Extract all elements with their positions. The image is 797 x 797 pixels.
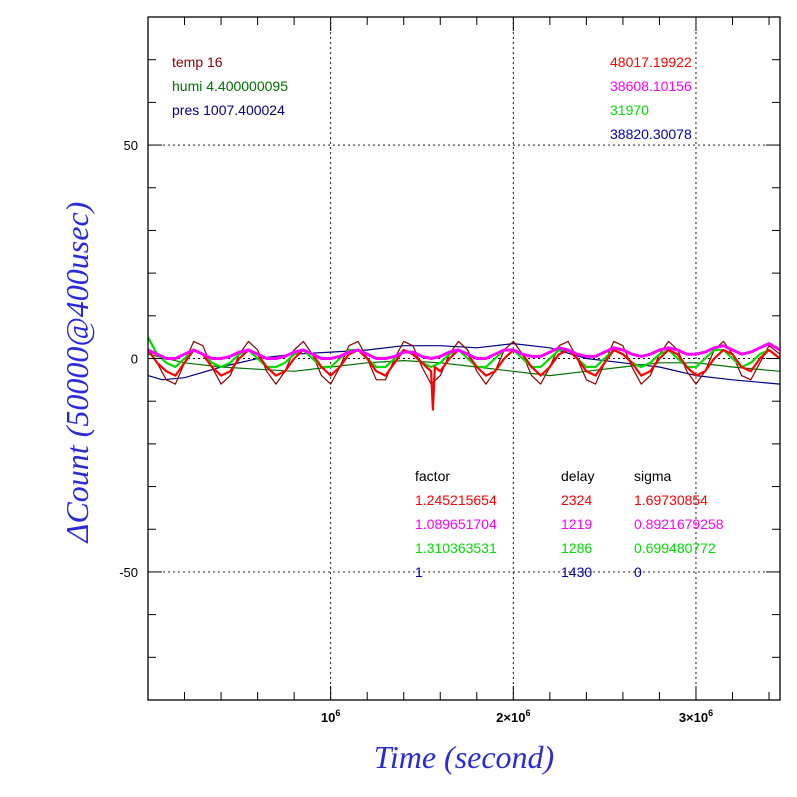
y-tick-labels: 50 0 -50 [119,138,138,580]
table-cell: 1.245215654 [415,492,497,508]
y-axis-title: ΔCount (50000@400usec) [59,202,95,545]
table-cell: 1430 [561,564,592,580]
fit-table: factor delay sigma 1.245215654 2324 1.6973085… [415,468,724,580]
series-line [147,340,781,385]
env-label: pres 1007.400024 [172,102,285,118]
x-tick-label: 2×106 [496,708,530,725]
table-cell: 1.69730854 [634,492,708,508]
baseline-label: 38608.10156 [610,78,692,94]
baseline-label: 38820.30078 [610,126,692,142]
series-line [147,348,781,411]
y-tick-label: 0 [131,352,138,367]
grid [148,17,780,700]
y-tick-label: -50 [119,565,138,580]
table-cell: 1.310363531 [415,540,497,556]
table-cell: 1.089651704 [415,516,497,532]
series-line [147,342,781,360]
x-tick-labels: 106 2×106 3×106 [321,708,713,725]
env-label: humi 4.400000095 [172,78,288,94]
table-cell: 2324 [561,492,592,508]
table-cell: 0.8921679258 [634,516,724,532]
table-header: sigma [634,468,672,484]
env-label: temp 16 [172,54,223,70]
x-tick-label: 3×106 [679,708,713,725]
baseline-label: 31970 [610,102,649,118]
plot-frame [147,16,781,701]
series-line [147,336,781,369]
x-axis-title: Time (second) [374,739,554,775]
table-header: factor [415,468,450,484]
series-layer [147,336,781,411]
table-cell: 1286 [561,540,592,556]
table-cell: 1 [415,564,423,580]
table-cell: 0 [634,564,642,580]
y-tick-label: 50 [124,138,138,153]
table-header: delay [561,468,594,484]
series-line [147,353,781,377]
baseline-label: 48017.19922 [610,54,692,70]
env-labels: temp 16 humi 4.400000095 pres 1007.400024 [172,54,288,118]
baseline-labels: 48017.19922 38608.10156 31970 38820.30078 [610,54,692,142]
table-cell: 0.699480772 [634,540,716,556]
tick-marks [148,17,780,700]
table-cell: 1219 [561,516,592,532]
x-tick-label: 106 [321,708,340,725]
